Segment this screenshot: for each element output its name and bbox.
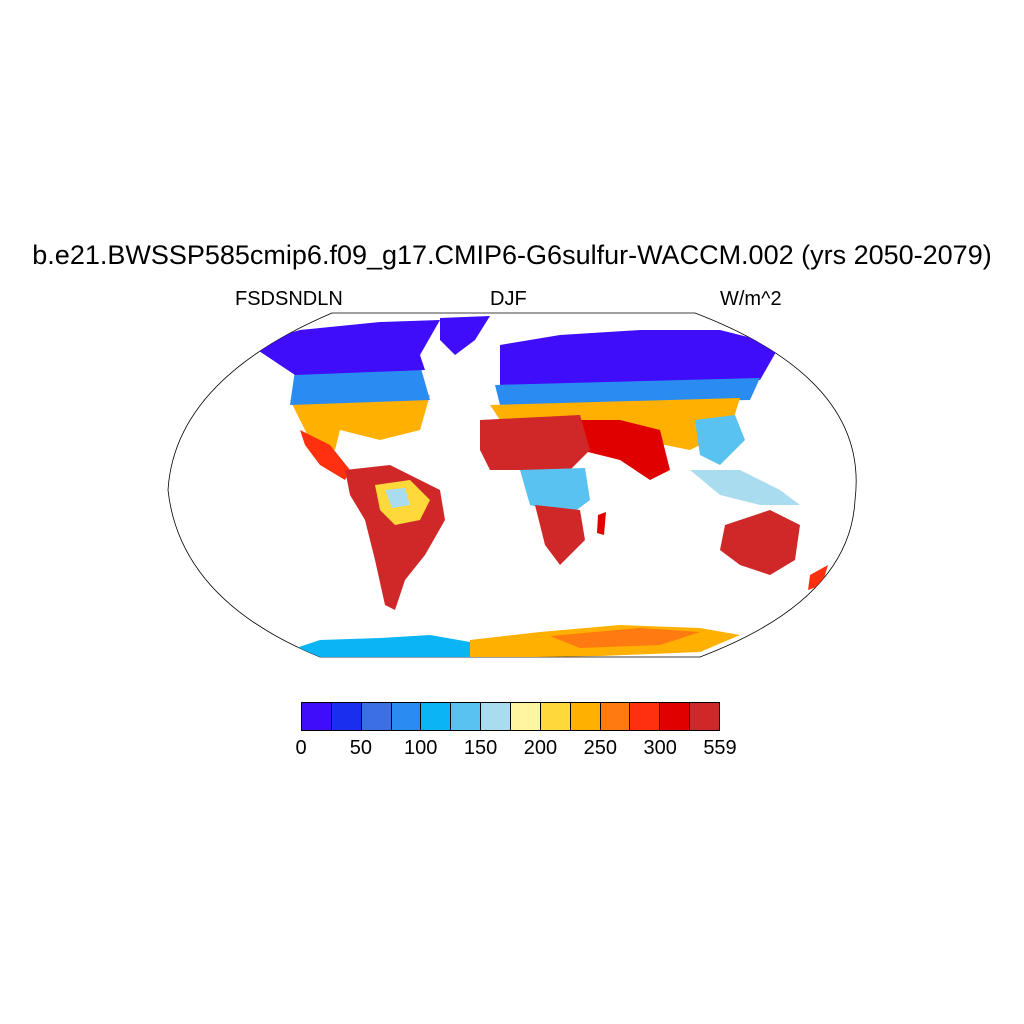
- season-label: DJF: [490, 288, 527, 310]
- colorbar-tick-label: 150: [463, 737, 498, 759]
- variable-label: FSDSNDLN: [235, 288, 343, 310]
- north-america-north: [250, 320, 440, 375]
- colorbar-swatch: [361, 703, 392, 730]
- colorbar-swatch: [391, 703, 422, 730]
- east-asia: [695, 415, 745, 465]
- colorbar-tick-label: 50: [349, 737, 372, 759]
- colorbar-swatch: [421, 703, 452, 730]
- colorbar-swatch: [660, 703, 691, 730]
- eurasia-north: [500, 330, 780, 385]
- africa-south: [535, 505, 585, 565]
- colorbar-tick-label: 100: [404, 737, 438, 759]
- north-america-south: [290, 395, 430, 450]
- india-arabia: [560, 420, 670, 480]
- colorbar-swatch: [600, 703, 631, 730]
- colorbar-tick-label: 300: [643, 737, 677, 759]
- madagascar: [597, 512, 606, 535]
- colorbar-tick-label: 200: [523, 737, 558, 759]
- colorbar-swatch: [511, 703, 541, 730]
- antarctica-core: [550, 628, 700, 648]
- colorbar-swatch: [302, 703, 332, 730]
- units-label: W/m^2: [720, 288, 782, 310]
- colorbar-swatch: [451, 703, 482, 730]
- colorbar-swatch: [570, 703, 601, 730]
- eurasia-mid: [495, 378, 760, 405]
- figure-title: b.e21.BWSSP585cmip6.f09_g17.CMIP6-G6sulf…: [32, 240, 992, 270]
- new-zealand: [808, 565, 828, 590]
- south-america-clouds: [385, 488, 410, 508]
- australia: [720, 510, 800, 575]
- colorbar: [301, 702, 720, 731]
- colorbar-tick-label: 0: [295, 737, 307, 759]
- colorbar-swatch: [481, 703, 512, 730]
- africa-north: [480, 415, 590, 470]
- antarctica-west: [290, 635, 470, 657]
- colorbar-tick-label: 250: [583, 737, 617, 759]
- colorbar-swatch: [690, 703, 720, 730]
- colorbar-swatch: [540, 703, 571, 730]
- southeast-asia: [690, 470, 800, 505]
- north-america-mid: [290, 365, 430, 405]
- central-america: [300, 430, 350, 480]
- colorbar-tick-label: 559: [703, 737, 737, 759]
- greenland: [440, 316, 490, 355]
- colorbar-swatch: [630, 703, 661, 730]
- africa-center: [520, 468, 590, 515]
- colorbar-swatch: [331, 703, 362, 730]
